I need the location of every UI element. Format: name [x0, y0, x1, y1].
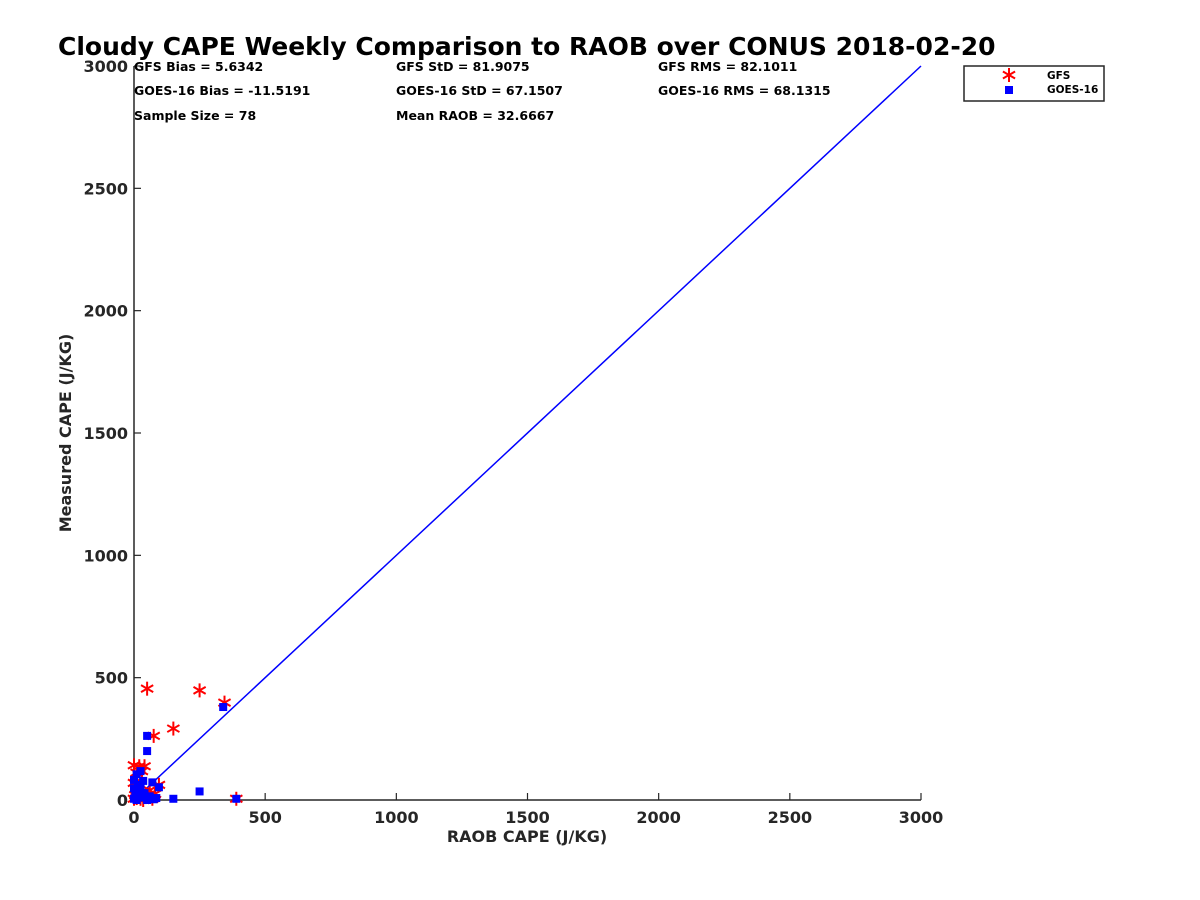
legend-goes-label: GOES-16 [1047, 84, 1098, 96]
stat-mean-raob: Mean RAOB = 32.6667 [396, 108, 554, 123]
legend: GFS GOES-16 [963, 65, 1105, 102]
stat-gfs-std: GFS StD = 81.9075 [396, 59, 530, 74]
x-tick-label: 3000 [899, 808, 944, 827]
goes16-point [195, 787, 204, 796]
goes16-point [135, 786, 144, 795]
stat-goes-bias: GOES-16 Bias = -11.5191 [134, 83, 310, 98]
goes16-point [219, 703, 228, 712]
goes16-point [130, 784, 138, 793]
one-to-one-line [133, 65, 922, 801]
x-tick-label: 1500 [505, 808, 550, 827]
goes16-point [140, 789, 149, 798]
goes16-point [130, 775, 138, 784]
gfs-point [192, 683, 207, 698]
goes16-point [152, 794, 161, 803]
legend-goes16-square [1005, 86, 1013, 94]
y-tick-label: 500 [95, 669, 128, 688]
goes16-point [132, 770, 141, 779]
goes16-point [143, 747, 152, 756]
goes16-point [143, 731, 152, 740]
stat-gfs-bias: GFS Bias = 5.6342 [134, 59, 263, 74]
legend-box [963, 65, 1105, 102]
x-ticks: 0 500 1000 1500 2000 2500 3000 [128, 793, 943, 827]
goes16-point [232, 794, 241, 803]
y-axis-label: Measured CAPE (J/KG) [56, 334, 75, 533]
goes16-point [143, 796, 152, 804]
chart-title: Cloudy CAPE Weekly Comparison to RAOB ov… [58, 32, 996, 61]
x-axis-label: RAOB CAPE (J/KG) [447, 827, 607, 846]
x-tick-label: 1000 [374, 808, 419, 827]
x-tick-label: 2000 [636, 808, 681, 827]
gfs-point [166, 721, 180, 736]
goes16-point [137, 793, 146, 802]
y-tick-label: 1000 [83, 546, 128, 565]
goes16-point [132, 796, 141, 804]
stat-sample-size: Sample Size = 78 [134, 108, 256, 123]
legend-gfs-label: GFS [1047, 70, 1070, 82]
goes16-point [148, 778, 157, 787]
x-tick-label: 2500 [768, 808, 813, 827]
legend-gfs-asterisk [1002, 68, 1016, 82]
y-tick-label: 3000 [83, 57, 128, 76]
y-tick-label: 2500 [83, 179, 128, 198]
gfs-point [140, 681, 154, 696]
legend-goes-marker [1005, 86, 1013, 94]
x-tick-label: 0 [128, 808, 139, 827]
y-tick-label: 0 [117, 791, 128, 810]
y-tick-label: 2000 [83, 302, 128, 321]
stat-goes-std: GOES-16 StD = 67.1507 [396, 83, 563, 98]
goes16-point [169, 794, 178, 803]
data-points [127, 681, 243, 807]
x-tick-label: 500 [248, 808, 281, 827]
y-tick-label: 1500 [83, 424, 128, 443]
stat-gfs-rms: GFS RMS = 82.1011 [658, 59, 797, 74]
stat-goes-rms: GOES-16 RMS = 68.1315 [658, 83, 831, 98]
legend-gfs-marker [1002, 68, 1016, 82]
goes16-point [139, 776, 148, 785]
goes16-point [154, 783, 163, 792]
y-ticks: 0 500 1000 1500 2000 2500 3000 [83, 57, 141, 810]
goes16-point [136, 782, 145, 791]
